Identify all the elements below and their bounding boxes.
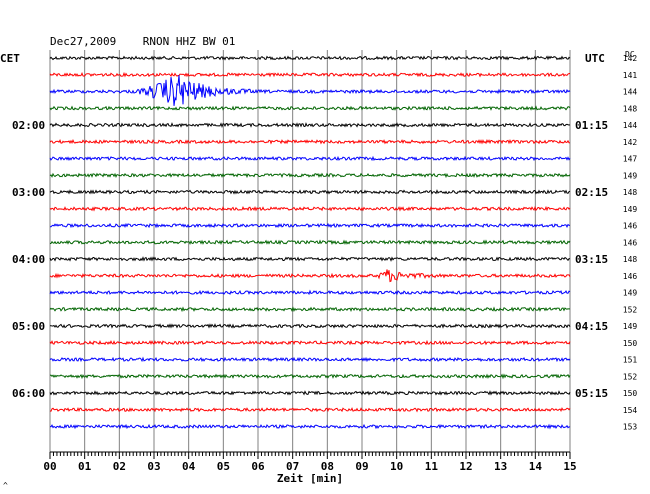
dc-value: 149 (623, 205, 638, 214)
right-tick-label: 01:15 (575, 119, 608, 132)
seismic-trace (49, 139, 571, 145)
right-tick-label: 05:15 (575, 387, 608, 400)
dc-value: 148 (623, 188, 638, 197)
seismic-trace (49, 423, 571, 430)
seismic-trace (49, 390, 571, 396)
x-axis: 00 01 02 03 04 05 06 07 08 09 10 11 12 13 14 15 (43, 451, 577, 473)
seismic-trace (50, 222, 571, 229)
left-tick-labels: 02:00 03:00 04:00 05:00 06:00 (12, 119, 45, 400)
dc-value: 144 (623, 121, 638, 130)
x-tick-label: 13 (494, 460, 507, 473)
x-tick-label: 10 (390, 460, 403, 473)
seismic-trace (49, 289, 571, 296)
dc-value: 154 (623, 406, 638, 415)
dc-value: 147 (623, 155, 638, 164)
x-tick-label: 08 (321, 460, 334, 473)
right-axis-label: UTC (585, 52, 605, 65)
dc-value: 146 (623, 238, 638, 247)
dc-value: 148 (623, 104, 638, 113)
right-tick-labels: 01:15 02:15 03:15 04:15 05:15 (575, 119, 608, 400)
dc-value: 141 (623, 71, 638, 80)
dc-value: 152 (623, 372, 638, 381)
seismic-trace (49, 55, 571, 61)
seismic-trace (49, 306, 571, 313)
left-tick-label: 04:00 (12, 253, 45, 266)
x-tick-label: 01 (78, 460, 92, 473)
x-tick-label: 12 (459, 460, 472, 473)
seismic-trace (49, 105, 571, 111)
x-tick-label: 09 (355, 460, 368, 473)
chart-title: Dec27,2009 RNON HHZ BW 01 (50, 35, 235, 48)
dc-value: 151 (623, 356, 638, 365)
seismic-trace (49, 269, 571, 283)
right-tick-label: 03:15 (575, 253, 608, 266)
x-tick-label: 11 (425, 460, 439, 473)
x-tick-label: 02 (113, 460, 126, 473)
x-tick-label: 03 (147, 460, 160, 473)
seismic-trace (49, 256, 571, 262)
seismic-trace (49, 122, 571, 128)
left-tick-label: 03:00 (12, 186, 45, 199)
dc-value: 149 (623, 322, 638, 331)
dc-label: DC (625, 50, 635, 59)
trace-group (49, 55, 571, 430)
seismic-trace (49, 189, 571, 195)
x-tick-label: 06 (251, 460, 265, 473)
seismic-trace (49, 205, 571, 212)
seismic-trace (49, 373, 571, 380)
dc-value: 152 (623, 305, 638, 314)
x-tick-label: 14 (529, 460, 543, 473)
x-tick-label: 05 (217, 460, 230, 473)
dc-value: 149 (623, 289, 638, 298)
dc-value: 150 (623, 339, 638, 348)
x-tick-label: 00 (43, 460, 56, 473)
dc-value: 142 (623, 54, 638, 63)
seismic-trace (49, 75, 571, 106)
dc-value: 146 (623, 222, 638, 231)
seismic-trace (49, 356, 571, 363)
dc-value: 150 (623, 389, 638, 398)
seismic-trace (49, 339, 571, 346)
left-tick-label: 06:00 (12, 387, 45, 400)
x-axis-label: Zeit [min] (277, 472, 343, 485)
seismic-trace (49, 239, 571, 246)
seismic-trace (49, 71, 571, 78)
dc-value: 148 (623, 255, 638, 264)
x-tick-label: 04 (182, 460, 196, 473)
left-tick-label: 02:00 (12, 119, 45, 132)
left-axis-label: CET (0, 52, 20, 65)
seismic-trace (49, 406, 571, 413)
dc-value-labels: 142 141 144 148 144 142 147 149 148 149 146 146 148 1… (623, 54, 638, 432)
right-tick-label: 02:15 (575, 186, 608, 199)
seismic-trace (49, 155, 571, 162)
dc-value: 144 (623, 88, 638, 97)
x-tick-label: 07 (286, 460, 299, 473)
left-tick-label: 05:00 (12, 320, 45, 333)
dc-value: 153 (623, 423, 638, 432)
x-tick-label: 15 (563, 460, 576, 473)
grid-lines (49, 50, 571, 452)
seismic-trace (49, 172, 571, 179)
dc-value: 146 (623, 272, 638, 281)
dc-value: 142 (623, 138, 638, 147)
seismic-trace (49, 323, 571, 329)
dc-value: 149 (623, 171, 638, 180)
right-tick-label: 04:15 (575, 320, 608, 333)
footer-mark: ^ (3, 481, 8, 490)
